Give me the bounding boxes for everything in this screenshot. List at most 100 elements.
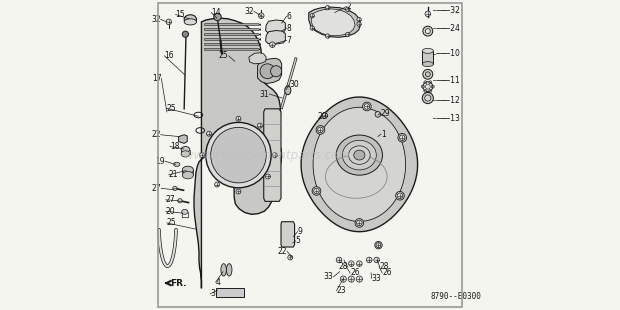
Text: 26: 26	[350, 268, 360, 277]
Circle shape	[326, 6, 330, 10]
Circle shape	[429, 89, 432, 92]
Circle shape	[317, 127, 323, 133]
Ellipse shape	[184, 19, 197, 25]
Circle shape	[357, 17, 361, 22]
Circle shape	[310, 14, 314, 18]
Circle shape	[363, 102, 371, 111]
Text: ——13: ——13	[436, 113, 461, 122]
Text: 26: 26	[382, 268, 392, 277]
Circle shape	[166, 19, 172, 25]
Ellipse shape	[270, 66, 281, 77]
Circle shape	[356, 276, 363, 282]
Text: 9: 9	[298, 227, 303, 236]
Circle shape	[270, 42, 275, 47]
Text: 25: 25	[167, 219, 177, 228]
Circle shape	[423, 26, 433, 36]
Text: 3: 3	[210, 290, 215, 299]
Circle shape	[429, 81, 432, 84]
Circle shape	[336, 257, 342, 263]
Circle shape	[272, 153, 277, 157]
Circle shape	[425, 11, 430, 17]
Text: 33: 33	[324, 272, 334, 281]
Circle shape	[425, 84, 430, 89]
Circle shape	[399, 135, 405, 140]
Text: 15: 15	[175, 10, 185, 19]
Text: 14: 14	[211, 8, 221, 17]
Text: 22: 22	[151, 130, 161, 139]
Circle shape	[257, 123, 262, 128]
Circle shape	[375, 112, 381, 117]
Circle shape	[423, 69, 433, 79]
Circle shape	[200, 153, 205, 157]
Circle shape	[236, 189, 241, 194]
Ellipse shape	[260, 64, 275, 79]
Circle shape	[265, 174, 270, 179]
Text: 8790--E0300: 8790--E0300	[431, 292, 482, 301]
Circle shape	[314, 188, 319, 194]
Circle shape	[424, 89, 427, 92]
Circle shape	[356, 220, 362, 226]
Ellipse shape	[221, 264, 226, 276]
Text: 21: 21	[169, 170, 178, 179]
Circle shape	[364, 104, 370, 109]
Ellipse shape	[206, 122, 271, 188]
Polygon shape	[194, 18, 281, 288]
Polygon shape	[205, 48, 260, 50]
Polygon shape	[422, 51, 433, 64]
Text: 29: 29	[317, 112, 327, 121]
Circle shape	[374, 257, 379, 263]
Text: 30: 30	[289, 80, 299, 89]
Polygon shape	[205, 29, 260, 30]
Circle shape	[431, 85, 434, 88]
Circle shape	[424, 81, 427, 84]
Polygon shape	[309, 7, 361, 37]
Polygon shape	[205, 33, 260, 35]
Ellipse shape	[422, 48, 433, 53]
Text: ——10: ——10	[436, 49, 461, 59]
Text: 16: 16	[164, 51, 174, 60]
Text: 31: 31	[260, 90, 269, 99]
Circle shape	[356, 261, 362, 266]
Ellipse shape	[182, 171, 193, 179]
Circle shape	[425, 72, 430, 77]
Text: 33: 33	[371, 274, 381, 283]
Circle shape	[374, 241, 382, 249]
Circle shape	[326, 34, 330, 38]
Circle shape	[173, 186, 177, 191]
Text: 28: 28	[379, 262, 389, 271]
Ellipse shape	[181, 151, 190, 157]
Polygon shape	[301, 97, 418, 232]
Circle shape	[355, 219, 364, 227]
Text: www.replacementparts.com: www.replacementparts.com	[184, 148, 350, 162]
Polygon shape	[205, 43, 260, 45]
Circle shape	[215, 182, 219, 187]
Circle shape	[288, 255, 293, 260]
Polygon shape	[179, 135, 187, 144]
Text: FR.: FR.	[170, 279, 187, 288]
Polygon shape	[257, 58, 281, 84]
Circle shape	[398, 133, 407, 142]
Text: 8: 8	[286, 24, 291, 33]
Ellipse shape	[182, 166, 193, 174]
Circle shape	[376, 243, 381, 248]
Ellipse shape	[211, 127, 266, 183]
Circle shape	[259, 13, 264, 19]
Ellipse shape	[348, 146, 370, 164]
Ellipse shape	[422, 62, 433, 67]
Ellipse shape	[174, 162, 180, 166]
Circle shape	[357, 22, 361, 26]
Text: 22: 22	[278, 247, 287, 256]
Text: 23: 23	[337, 286, 346, 295]
Circle shape	[422, 85, 425, 88]
Text: 32: 32	[244, 7, 254, 16]
Ellipse shape	[285, 86, 291, 95]
Circle shape	[322, 113, 327, 118]
Text: ——12: ——12	[436, 96, 461, 105]
Circle shape	[310, 26, 314, 30]
Text: ——32: ——32	[436, 6, 461, 15]
Circle shape	[345, 7, 350, 11]
Text: 25: 25	[166, 104, 176, 113]
Circle shape	[236, 116, 241, 121]
Text: 4: 4	[216, 278, 221, 287]
Circle shape	[316, 126, 325, 134]
